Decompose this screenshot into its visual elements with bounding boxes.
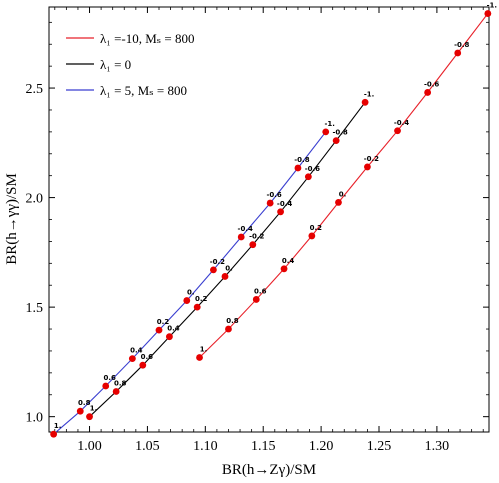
data-point-label: 0.8 bbox=[226, 317, 239, 325]
series-layer: 1.0.80.60.40.20.-0.2-0.4-0.6-0.8-1.1.0.8… bbox=[50, 2, 497, 438]
data-point-label: 1. bbox=[54, 422, 62, 430]
y-tick-label: 2.5 bbox=[26, 82, 44, 97]
x-tick-label: 1.25 bbox=[367, 439, 392, 454]
data-point bbox=[112, 388, 120, 395]
data-point bbox=[308, 232, 316, 240]
data-point bbox=[277, 208, 284, 216]
data-point bbox=[128, 355, 136, 363]
data-point bbox=[166, 333, 173, 341]
data-point-label: -0.2 bbox=[364, 155, 379, 163]
data-point bbox=[332, 137, 340, 145]
data-point bbox=[454, 49, 462, 57]
x-axis-title: BR(h→Zγ)/SM bbox=[222, 462, 316, 478]
data-point bbox=[361, 98, 369, 106]
x-tick-label: 1.30 bbox=[425, 439, 450, 454]
data-point bbox=[221, 273, 229, 280]
data-point-label: 0.4 bbox=[130, 347, 143, 355]
data-point bbox=[322, 128, 330, 136]
x-tick-label: 1.20 bbox=[309, 439, 334, 454]
y-tick-label: 1.0 bbox=[26, 411, 44, 426]
data-point-label: 1. bbox=[90, 405, 98, 413]
data-point-label: 0.2 bbox=[195, 295, 208, 303]
data-point bbox=[294, 164, 302, 172]
data-point bbox=[210, 266, 217, 274]
data-point bbox=[335, 199, 342, 206]
data-point-label: -0.2 bbox=[210, 258, 225, 266]
legend-label: λ₁ = 0 bbox=[100, 57, 131, 72]
data-point-label: 0.8 bbox=[78, 399, 91, 407]
data-point-label: -1. bbox=[487, 2, 497, 10]
series-line bbox=[199, 13, 489, 358]
x-tick-label: 1.05 bbox=[135, 439, 160, 454]
data-point bbox=[102, 382, 110, 390]
data-point-label: 0.6 bbox=[141, 353, 154, 361]
data-point-label: -0.4 bbox=[277, 200, 292, 208]
series-0: 1.0.80.60.40.20.-0.2-0.4-0.6-0.8-1. bbox=[196, 2, 497, 361]
data-point-label: -0.8 bbox=[454, 41, 469, 49]
data-point-label: -0.6 bbox=[305, 165, 320, 173]
data-point bbox=[225, 325, 232, 333]
data-point bbox=[266, 199, 274, 207]
y-tick-label: 1.5 bbox=[26, 301, 44, 316]
data-point bbox=[183, 297, 191, 304]
series-line bbox=[53, 131, 327, 435]
data-point-label: -1. bbox=[364, 90, 374, 98]
data-point bbox=[196, 354, 203, 361]
y-axis-title: BR(h→γγ)/SM bbox=[4, 173, 20, 265]
data-point-label: -0.8 bbox=[294, 156, 309, 164]
data-point-label: -0.4 bbox=[394, 119, 409, 127]
data-point bbox=[364, 163, 371, 171]
data-point bbox=[155, 326, 163, 334]
data-point-label: 0.8 bbox=[114, 379, 127, 387]
x-tick-label: 1.10 bbox=[193, 439, 218, 454]
data-point-label: 0.2 bbox=[157, 318, 170, 326]
data-point bbox=[280, 265, 288, 273]
data-point-label: -0.6 bbox=[424, 80, 439, 88]
data-point bbox=[424, 89, 432, 96]
data-point bbox=[394, 127, 401, 135]
data-point-label: 0.6 bbox=[254, 287, 267, 295]
data-point-label: -0.6 bbox=[267, 191, 282, 199]
legend-label: λ₁ =-10, Mₛ = 800 bbox=[100, 31, 195, 46]
y-tick-label: 2.0 bbox=[26, 192, 44, 207]
data-point bbox=[193, 303, 201, 311]
axis-ticks: 1.00 1.05 1.10 1.15 1.20 1.25 1.30 1.0 1.5 2.0 2.5 bbox=[26, 7, 489, 454]
data-point-label: 0. bbox=[225, 264, 233, 272]
data-point-label: 0. bbox=[187, 289, 195, 297]
data-point bbox=[86, 413, 93, 421]
data-point bbox=[484, 10, 492, 17]
data-point bbox=[139, 361, 147, 369]
legend-label: λ₁ = 5, Mₛ = 800 bbox=[100, 83, 187, 98]
data-point bbox=[237, 233, 245, 241]
data-point-label: 0.4 bbox=[282, 257, 295, 265]
data-point-label: 0.4 bbox=[167, 325, 180, 333]
x-tick-label: 1.00 bbox=[77, 439, 102, 454]
series-2: 1.0.80.60.40.20.-0.2-0.4-0.6-0.8-1. bbox=[50, 120, 335, 438]
data-point-label: -1. bbox=[325, 120, 335, 128]
data-point-label: -0.2 bbox=[249, 233, 264, 241]
data-point-label: 1. bbox=[200, 346, 208, 354]
series-1: 1.0.80.60.40.20.-0.2-0.4-0.6-0.8-1. bbox=[86, 90, 374, 421]
data-point-label: -0.8 bbox=[333, 129, 348, 137]
x-tick-label: 1.15 bbox=[251, 439, 276, 454]
legend: λ₁ =-10, Mₛ = 800 λ₁ = 0 λ₁ = 5, Mₛ = 800 bbox=[66, 31, 195, 98]
data-point-label: 0.6 bbox=[104, 374, 117, 382]
data-point-label: 0. bbox=[339, 190, 347, 198]
data-point bbox=[76, 407, 84, 415]
series-line bbox=[89, 101, 366, 418]
data-point-label: 0.2 bbox=[310, 224, 323, 232]
data-point bbox=[252, 296, 260, 303]
data-point bbox=[304, 173, 312, 181]
data-point bbox=[50, 430, 58, 438]
data-point-label: -0.4 bbox=[238, 225, 253, 233]
data-point bbox=[249, 241, 257, 249]
